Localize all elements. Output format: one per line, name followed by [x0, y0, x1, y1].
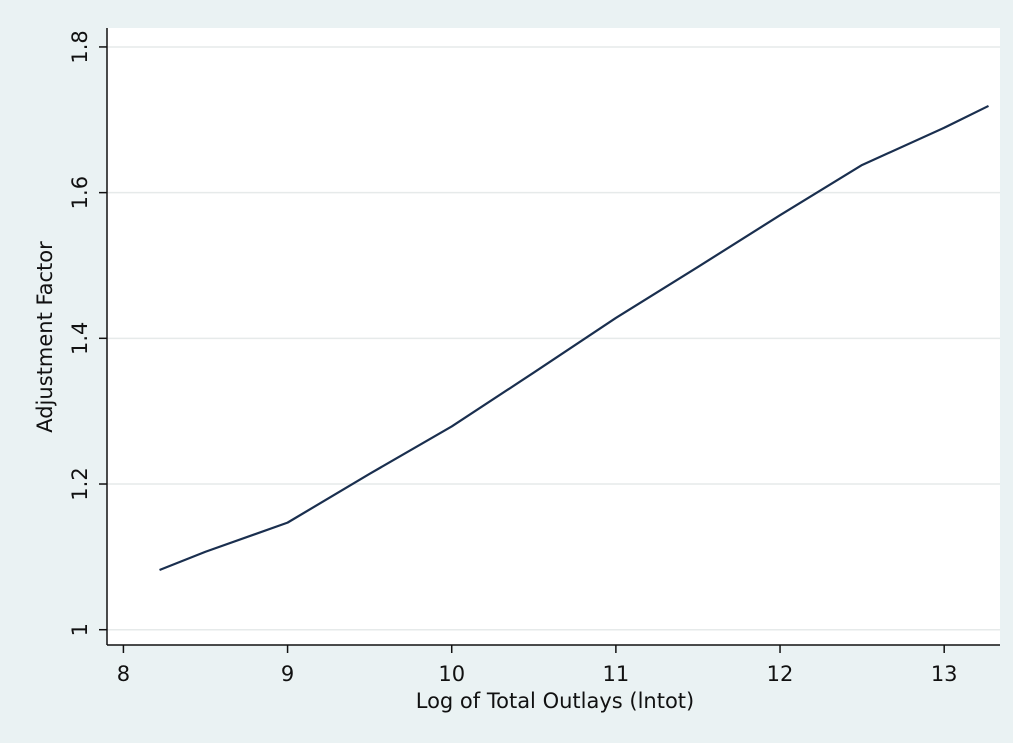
x-tick-label: 12 [767, 662, 794, 686]
plot-area [107, 28, 1000, 645]
x-tick-label: 8 [117, 662, 130, 686]
x-tick-label: 9 [281, 662, 294, 686]
y-tick-label: 1 [68, 623, 92, 636]
x-tick-label: 11 [603, 662, 630, 686]
x-tick-label: 13 [931, 662, 958, 686]
x-axis-title: Log of Total Outlays (lntot) [416, 689, 695, 713]
y-tick-label: 1.6 [68, 176, 92, 209]
y-tick-label: 1.4 [68, 322, 92, 355]
line-series [159, 104, 989, 571]
y-tick-label: 1.8 [68, 30, 92, 63]
y-axis-title: Adjustment Factor [33, 241, 57, 433]
y-tick-label: 1.2 [68, 467, 92, 500]
x-tick-label: 10 [438, 662, 465, 686]
